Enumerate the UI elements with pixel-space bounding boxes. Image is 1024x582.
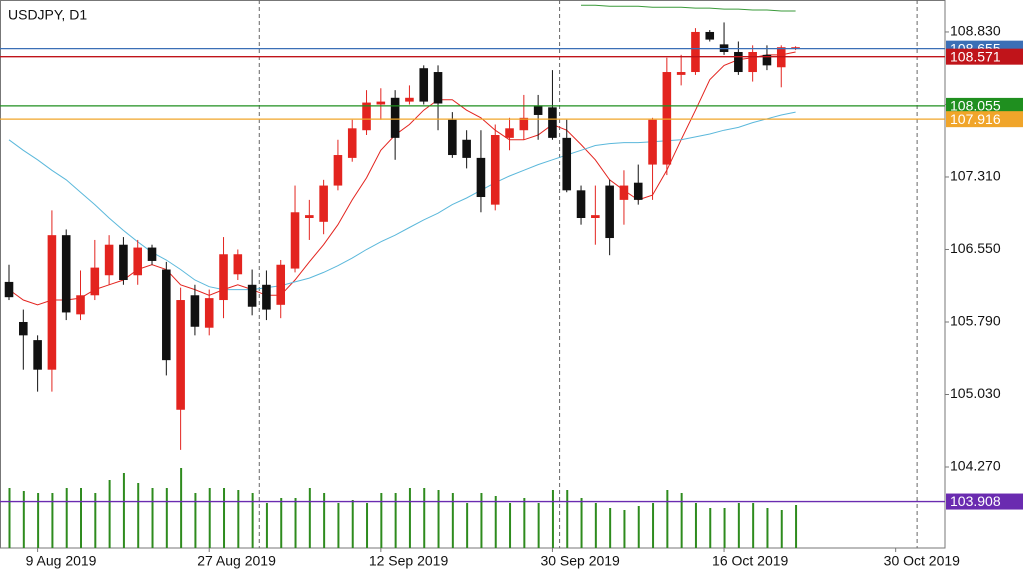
candle-body: [390, 97, 400, 138]
candle-body: [247, 284, 257, 307]
candle-body: [233, 254, 243, 275]
price-tag-label: 107.916: [950, 111, 1001, 127]
y-tick-label: 108.830: [950, 23, 1001, 39]
x-tick-label: 27 Aug 2019: [197, 553, 276, 569]
price-tag: [946, 111, 1023, 128]
candle-body: [362, 102, 371, 131]
x-tick-label: 16 Oct 2019: [712, 553, 788, 569]
moving-average: [581, 4, 796, 12]
candle-body: [791, 47, 800, 49]
candle-body: [319, 185, 328, 222]
y-tick-label: 105.790: [950, 313, 1001, 329]
candle-body: [347, 128, 357, 158]
candle-body: [476, 157, 486, 198]
price-tag-label: 108.571: [950, 48, 1001, 64]
x-tick-label: 12 Sep 2019: [369, 553, 449, 569]
candle-body: [176, 300, 185, 410]
candle-body: [605, 185, 614, 239]
candle-body: [405, 97, 414, 102]
separators: [258, 0, 918, 548]
y-tick-label: 104.270: [950, 458, 1001, 474]
candle-body: [290, 212, 300, 269]
candle-body: [33, 340, 42, 370]
candle-body: [162, 269, 171, 361]
candle-body: [505, 128, 514, 138]
candle-body: [104, 244, 114, 276]
candle-body: [562, 137, 572, 191]
y-tick-label: 107.310: [950, 168, 1001, 184]
candle-body: [591, 215, 600, 218]
candle-body: [548, 107, 557, 138]
candle-body: [90, 267, 100, 296]
candle-body: [519, 117, 529, 131]
candle-body: [433, 72, 443, 104]
candle-body: [419, 68, 429, 102]
candle-body: [762, 54, 772, 66]
plot-frame: [0, 0, 946, 549]
candle-body: [61, 235, 71, 313]
candle-body: [4, 281, 14, 298]
price-tag-label: 108.055: [950, 98, 1001, 114]
candle-body: [376, 101, 386, 105]
price-tag-label: 103.908: [950, 493, 1001, 509]
candle-body: [448, 119, 457, 156]
candle-body: [691, 31, 700, 73]
candle-body: [462, 139, 471, 158]
candle-body: [648, 119, 657, 165]
price-tag: [946, 48, 1023, 65]
candle-body: [276, 264, 286, 305]
y-tick-label: 105.030: [950, 385, 1001, 401]
x-tick-label: 30 Sep 2019: [540, 553, 620, 569]
candle-body: [119, 244, 128, 281]
candle-body: [533, 105, 543, 115]
volume-layer: [8, 468, 798, 548]
x-tick-label: 9 Aug 2019: [26, 553, 97, 569]
candle-body: [676, 72, 686, 75]
candle-body: [147, 247, 157, 261]
x-tick-label: 30 Oct 2019: [884, 553, 960, 569]
chart-title: USDJPY, D1: [8, 7, 87, 23]
candle-body: [19, 321, 28, 336]
axis-layer: 108.830108.070107.310106.550105.790105.0…: [26, 23, 1001, 569]
candle-body: [133, 247, 143, 276]
candle-body: [76, 295, 85, 315]
price-tag: [946, 493, 1023, 510]
candle-body: [662, 72, 672, 165]
candle-body: [190, 295, 200, 327]
candle-body: [633, 182, 643, 200]
candle-body: [204, 298, 214, 328]
candle-layer: [4, 22, 800, 450]
price-tag: [946, 97, 1023, 114]
candle-body: [705, 31, 715, 40]
candle-body: [576, 190, 586, 218]
candle-body: [734, 51, 743, 73]
candle-body: [619, 185, 629, 200]
candle-body: [490, 134, 500, 205]
candle-body: [219, 254, 228, 301]
candle-body: [333, 155, 343, 186]
candle-body: [305, 215, 314, 218]
y-tick-label: 106.550: [950, 240, 1001, 256]
candle-body: [748, 51, 757, 73]
candle-body: [47, 235, 57, 370]
candle-body: [262, 284, 271, 310]
